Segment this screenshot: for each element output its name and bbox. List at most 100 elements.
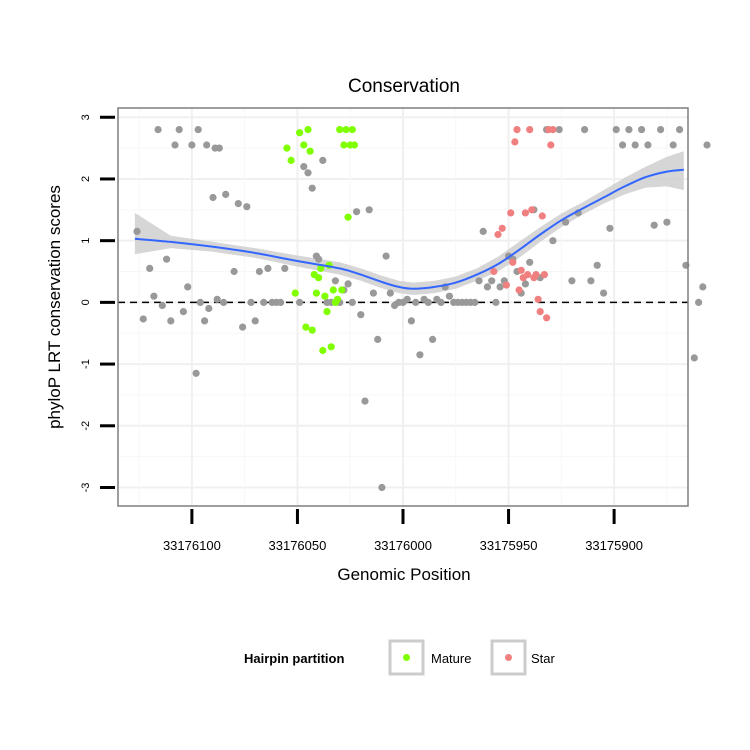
point-other xyxy=(255,267,263,276)
point-other xyxy=(203,141,211,149)
point-other xyxy=(234,200,242,208)
point-other xyxy=(437,298,445,306)
point-other xyxy=(194,126,202,134)
point-mature xyxy=(312,289,320,297)
point-other xyxy=(606,224,614,232)
point-other xyxy=(158,301,166,310)
point-other xyxy=(587,277,595,285)
point-other xyxy=(562,218,570,226)
point-mature xyxy=(321,292,329,300)
point-mature xyxy=(338,286,346,294)
point-mature xyxy=(300,141,308,149)
chart-title: Conservation xyxy=(348,76,460,97)
point-other xyxy=(403,295,411,303)
point-other xyxy=(171,141,179,149)
point-mature xyxy=(344,213,352,221)
point-star xyxy=(490,267,498,276)
point-other xyxy=(205,304,213,313)
point-other xyxy=(382,252,390,260)
point-other xyxy=(625,126,633,134)
point-other xyxy=(300,163,308,171)
point-other xyxy=(555,126,563,134)
point-mature xyxy=(304,126,312,134)
point-star xyxy=(509,258,517,266)
point-other xyxy=(209,193,217,202)
point-other xyxy=(133,227,141,235)
point-mature xyxy=(329,286,337,294)
x-tick-label: 33175950 xyxy=(480,538,538,553)
point-star xyxy=(517,266,525,274)
point-other xyxy=(150,292,158,300)
point-other xyxy=(361,397,369,405)
y-tick-label: 0 xyxy=(80,299,92,305)
point-star xyxy=(534,295,542,303)
plot-border xyxy=(117,107,689,507)
point-other xyxy=(239,323,247,331)
point-star xyxy=(502,281,510,289)
point-other xyxy=(378,483,386,492)
point-other xyxy=(412,298,420,306)
x-tick-label: 33176000 xyxy=(374,538,432,553)
point-mature xyxy=(283,144,291,152)
point-other xyxy=(163,255,171,263)
point-other xyxy=(483,283,491,291)
point-other xyxy=(644,141,652,149)
point-other xyxy=(471,298,479,306)
point-other xyxy=(296,298,304,306)
point-other xyxy=(581,126,589,134)
point-other xyxy=(365,206,373,214)
data-points xyxy=(133,126,711,492)
point-star xyxy=(515,286,523,294)
point-star xyxy=(532,271,540,279)
point-other xyxy=(344,280,352,288)
point-other xyxy=(243,203,251,211)
point-other xyxy=(230,267,238,276)
point-other xyxy=(479,227,487,235)
point-other xyxy=(154,126,162,134)
grid-lines xyxy=(118,108,688,506)
point-other xyxy=(192,369,200,377)
point-other xyxy=(222,190,230,198)
point-mature xyxy=(308,326,316,334)
point-other xyxy=(593,261,601,269)
y-tick-label: 2 xyxy=(80,176,92,182)
point-other xyxy=(247,298,255,306)
point-mature xyxy=(323,308,331,316)
point-other xyxy=(699,283,707,291)
point-other xyxy=(201,317,209,325)
y-tick-label: -3 xyxy=(80,483,92,493)
point-mature xyxy=(348,126,356,134)
point-other xyxy=(281,264,289,272)
point-other xyxy=(188,141,196,149)
point-other xyxy=(179,308,187,316)
y-tick-label: 1 xyxy=(80,238,92,244)
y-axis: -3 -2 -1 0 1 2 3 xyxy=(80,114,115,492)
point-other xyxy=(184,283,192,291)
point-other xyxy=(196,298,204,306)
point-mature xyxy=(340,141,348,149)
point-mature xyxy=(334,295,342,303)
point-other xyxy=(331,277,339,285)
x-axis-label: Genomic Position xyxy=(337,565,470,584)
point-other xyxy=(304,169,312,177)
point-mature xyxy=(319,346,327,355)
y-tick-label: -2 xyxy=(80,421,92,431)
point-mature xyxy=(306,147,314,155)
legend-dot-mature xyxy=(403,654,410,661)
point-mature xyxy=(296,129,304,137)
point-other xyxy=(167,317,175,325)
point-other xyxy=(357,311,365,319)
point-other xyxy=(319,156,327,164)
legend-dot-star xyxy=(505,654,512,661)
plot-area xyxy=(117,107,711,507)
point-other xyxy=(315,255,323,263)
point-other xyxy=(424,298,432,306)
legend-title: Hairpin partition xyxy=(244,651,344,666)
point-other xyxy=(600,289,608,297)
point-other xyxy=(374,335,382,343)
point-mature xyxy=(350,141,358,149)
point-other xyxy=(650,221,658,229)
point-other xyxy=(146,264,154,272)
point-other xyxy=(264,264,272,272)
